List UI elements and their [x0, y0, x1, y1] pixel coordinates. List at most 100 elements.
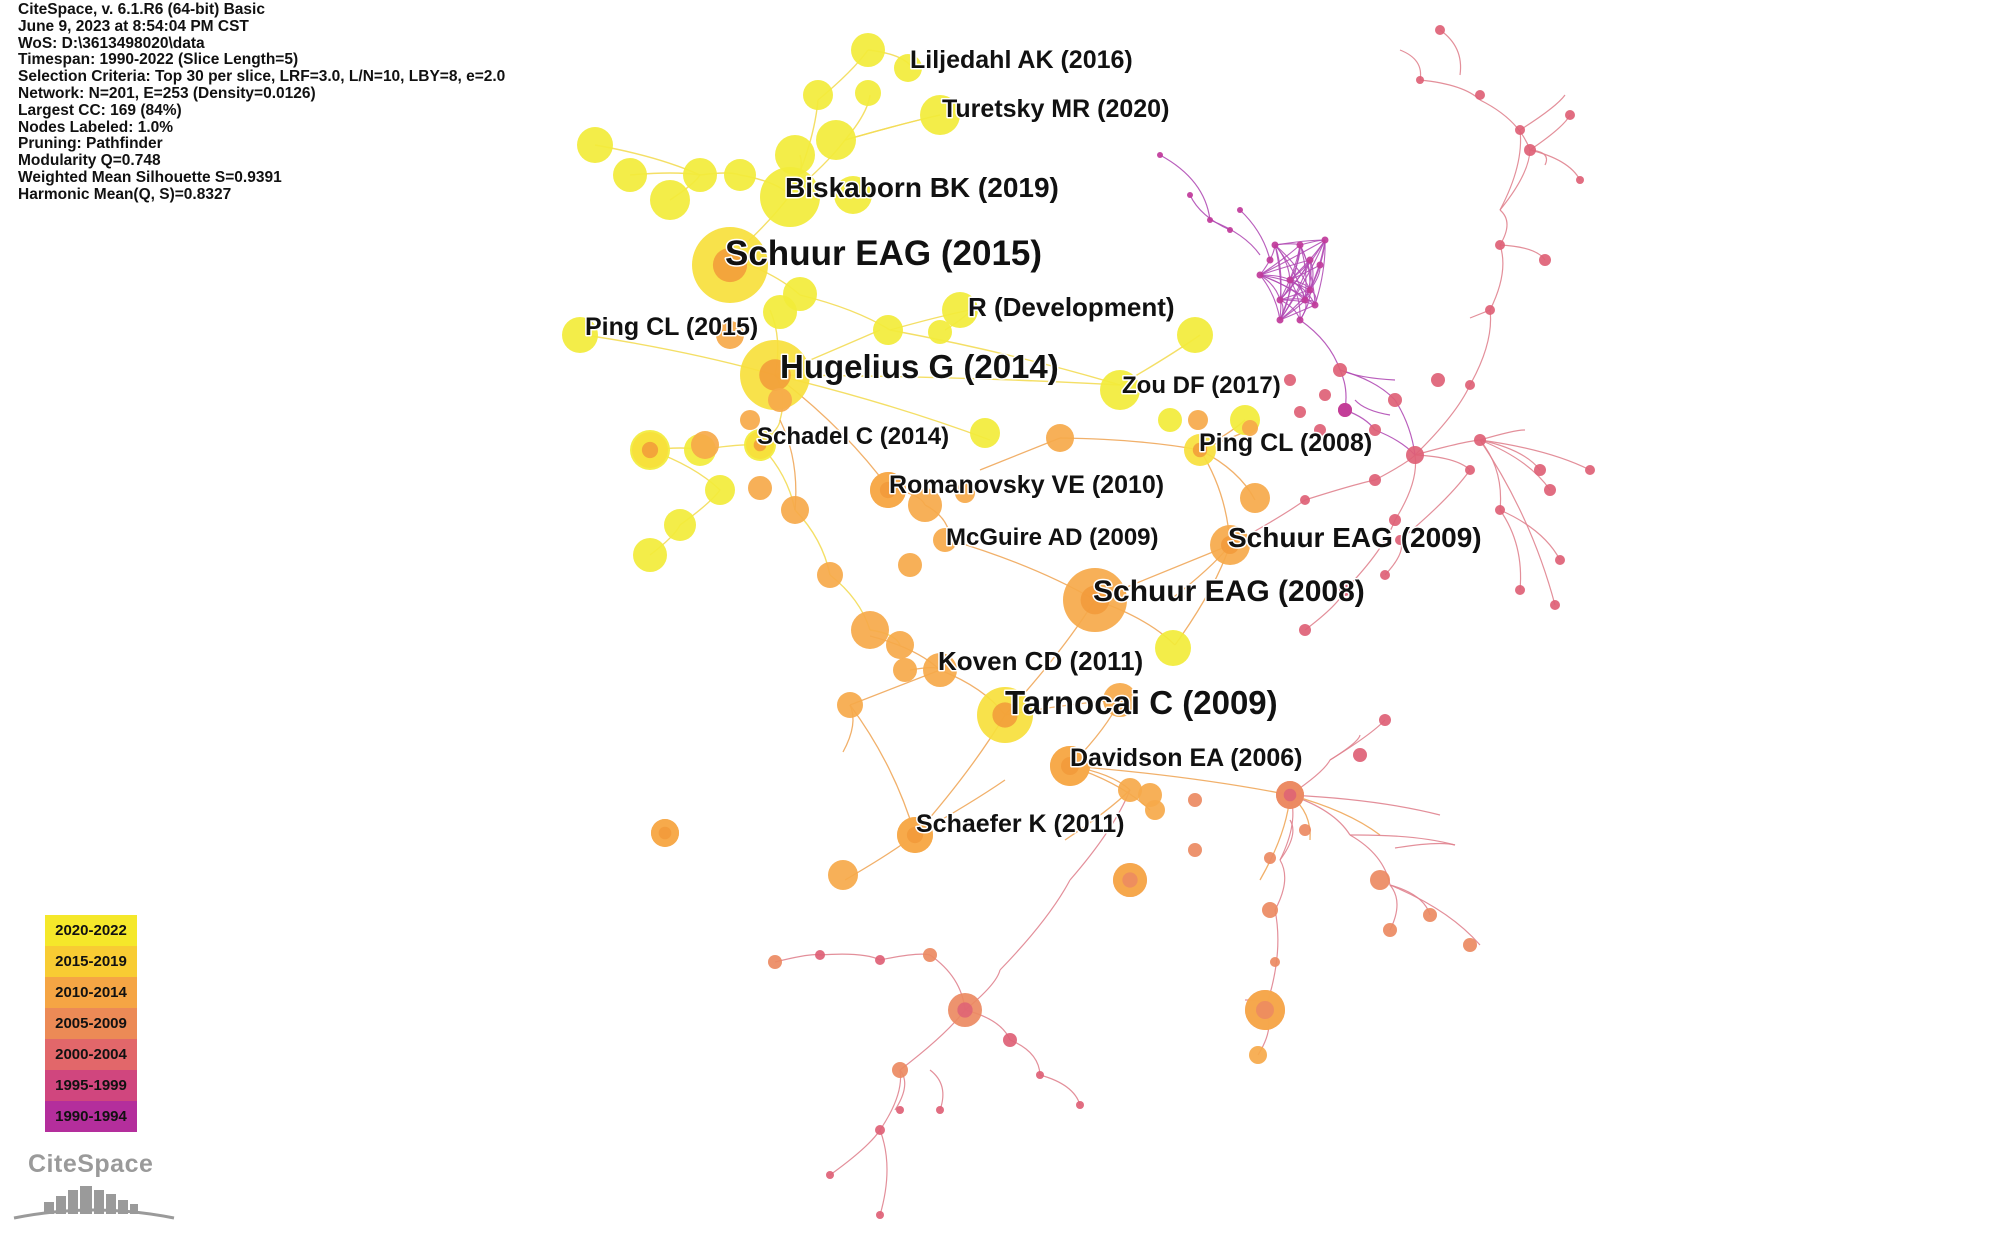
- network-edge: [1394, 842, 1456, 849]
- network-edge: [1419, 79, 1481, 101]
- node-label-schuur-2015[interactable]: Schuur EAG (2015): [724, 233, 1044, 275]
- logo-skyline-icon: [13, 1186, 175, 1220]
- network-node-core: [1256, 1001, 1274, 1019]
- network-edge: [879, 953, 931, 961]
- legend-item-1995-1999: 1995-1999: [45, 1070, 137, 1101]
- node-label-schuur-2008[interactable]: Schuur EAG (2008): [1092, 574, 1367, 610]
- network-node: [1264, 852, 1276, 864]
- node-label-schadel-2014[interactable]: Schadel C (2014): [756, 422, 951, 452]
- network-node: [1550, 600, 1560, 610]
- network-node: [1276, 316, 1284, 324]
- network-node: [894, 54, 922, 82]
- network-edge: [1499, 129, 1522, 211]
- network-node: [908, 488, 942, 522]
- network-node-core: [1283, 788, 1297, 802]
- network-node: [1157, 152, 1163, 158]
- node-label-r-development[interactable]: R (Development): [967, 291, 1177, 324]
- meta-line: Weighted Mean Silhouette S=0.9391: [18, 168, 282, 186]
- network-node: [768, 388, 792, 412]
- network-node: [1145, 800, 1165, 820]
- network-node: [896, 1106, 904, 1114]
- network-node: [1423, 908, 1437, 922]
- network-node: [705, 475, 735, 505]
- node-label-ping-2008[interactable]: Ping CL (2008): [1198, 428, 1374, 459]
- node-label-koven-2011[interactable]: Koven CD (2011): [937, 645, 1145, 678]
- network-edge: [1414, 439, 1481, 456]
- node-label-biskaborn-2019[interactable]: Biskaborn BK (2019): [784, 171, 1061, 205]
- network-node: [1524, 144, 1536, 156]
- network-node: [1249, 1046, 1267, 1064]
- network-node: [783, 277, 817, 311]
- network-node: [1388, 393, 1402, 407]
- network-edge: [879, 1069, 902, 1131]
- network-node: [892, 1062, 908, 1078]
- legend-item-1990-1994: 1990-1994: [45, 1101, 137, 1132]
- network-node: [1339, 584, 1351, 596]
- network-node: [1379, 714, 1391, 726]
- network-node: [1188, 793, 1202, 807]
- network-node: [1294, 406, 1306, 418]
- node-label-tarnocai-2009[interactable]: Tarnocai C (2009): [1004, 683, 1280, 723]
- network-node: [1495, 505, 1505, 515]
- network-node: [650, 180, 690, 220]
- node-label-romanovsky-2010[interactable]: Romanovsky VE (2010): [888, 470, 1166, 501]
- network-edge: [1399, 469, 1471, 541]
- network-labels: Liljedahl AK (2016) Turetsky MR (2020) B…: [584, 45, 1484, 840]
- network-node: [828, 860, 858, 890]
- network-node-core: [1122, 872, 1138, 888]
- meta-line: Selection Criteria: Top 30 per slice, LR…: [18, 68, 506, 86]
- network-node: [826, 1171, 834, 1179]
- node-label-mcguire-2009[interactable]: McGuire AD (2009): [945, 523, 1161, 553]
- node-label-liljedahl-2016[interactable]: Liljedahl AK (2016): [909, 45, 1135, 76]
- node-label-schaefer-2011[interactable]: Schaefer K (2011): [915, 809, 1126, 840]
- network-edge: [1304, 239, 1326, 301]
- node-label-ping-2015[interactable]: Ping CL (2015): [584, 312, 760, 343]
- network-node: [970, 418, 1000, 448]
- network-node-core: [906, 826, 924, 844]
- network-edge: [1469, 309, 1492, 386]
- network-node-core: [1080, 585, 1110, 615]
- network-edge: [1389, 884, 1481, 946]
- network-edge: [1189, 194, 1231, 231]
- network-edge: [1344, 519, 1396, 591]
- node-label-hugelius-2014[interactable]: Hugelius G (2014): [779, 347, 1061, 387]
- network-node: [1306, 256, 1314, 264]
- network-node: [855, 80, 881, 106]
- network-node: [1338, 403, 1352, 417]
- network-node: [1515, 585, 1525, 595]
- network-node: [1353, 748, 1367, 762]
- network-edge: [1499, 209, 1508, 246]
- network-node: [1485, 305, 1495, 315]
- network-node: [1333, 363, 1347, 377]
- network-node: [1389, 514, 1401, 526]
- network-node-core: [641, 441, 659, 459]
- network-node: [920, 95, 960, 135]
- network-node: [815, 950, 825, 960]
- network-edge: [1274, 244, 1282, 321]
- network-node: [1465, 465, 1475, 475]
- network-node: [1306, 286, 1314, 294]
- network-node: [817, 562, 843, 588]
- network-edge: [1479, 439, 1591, 471]
- network-node: [933, 528, 957, 552]
- network-node: [1237, 207, 1243, 213]
- network-node: [1300, 495, 1310, 505]
- network-node: [873, 315, 903, 345]
- network-node-core: [1061, 757, 1079, 775]
- network-node: [1177, 317, 1213, 353]
- node-label-zou-2017[interactable]: Zou DF (2017): [1121, 371, 1283, 401]
- network-edge: [1399, 49, 1422, 81]
- node-label-turetsky-2020[interactable]: Turetsky MR (2020): [941, 94, 1171, 125]
- network-node-core: [712, 247, 748, 283]
- network-node: [768, 955, 782, 969]
- network-edge: [929, 1069, 944, 1111]
- network-edge: [849, 704, 916, 836]
- node-label-davidson-2006[interactable]: Davidson EA (2006): [1069, 743, 1304, 774]
- network-edge: [1489, 244, 1504, 311]
- network-node: [691, 431, 719, 459]
- meta-line: WoS: D:\3613498020\data: [18, 34, 205, 52]
- network-node: [928, 320, 952, 344]
- network-edge: [1304, 479, 1376, 501]
- network-edge: [1499, 509, 1522, 591]
- node-label-schuur-2009[interactable]: Schuur EAG (2009): [1227, 521, 1484, 555]
